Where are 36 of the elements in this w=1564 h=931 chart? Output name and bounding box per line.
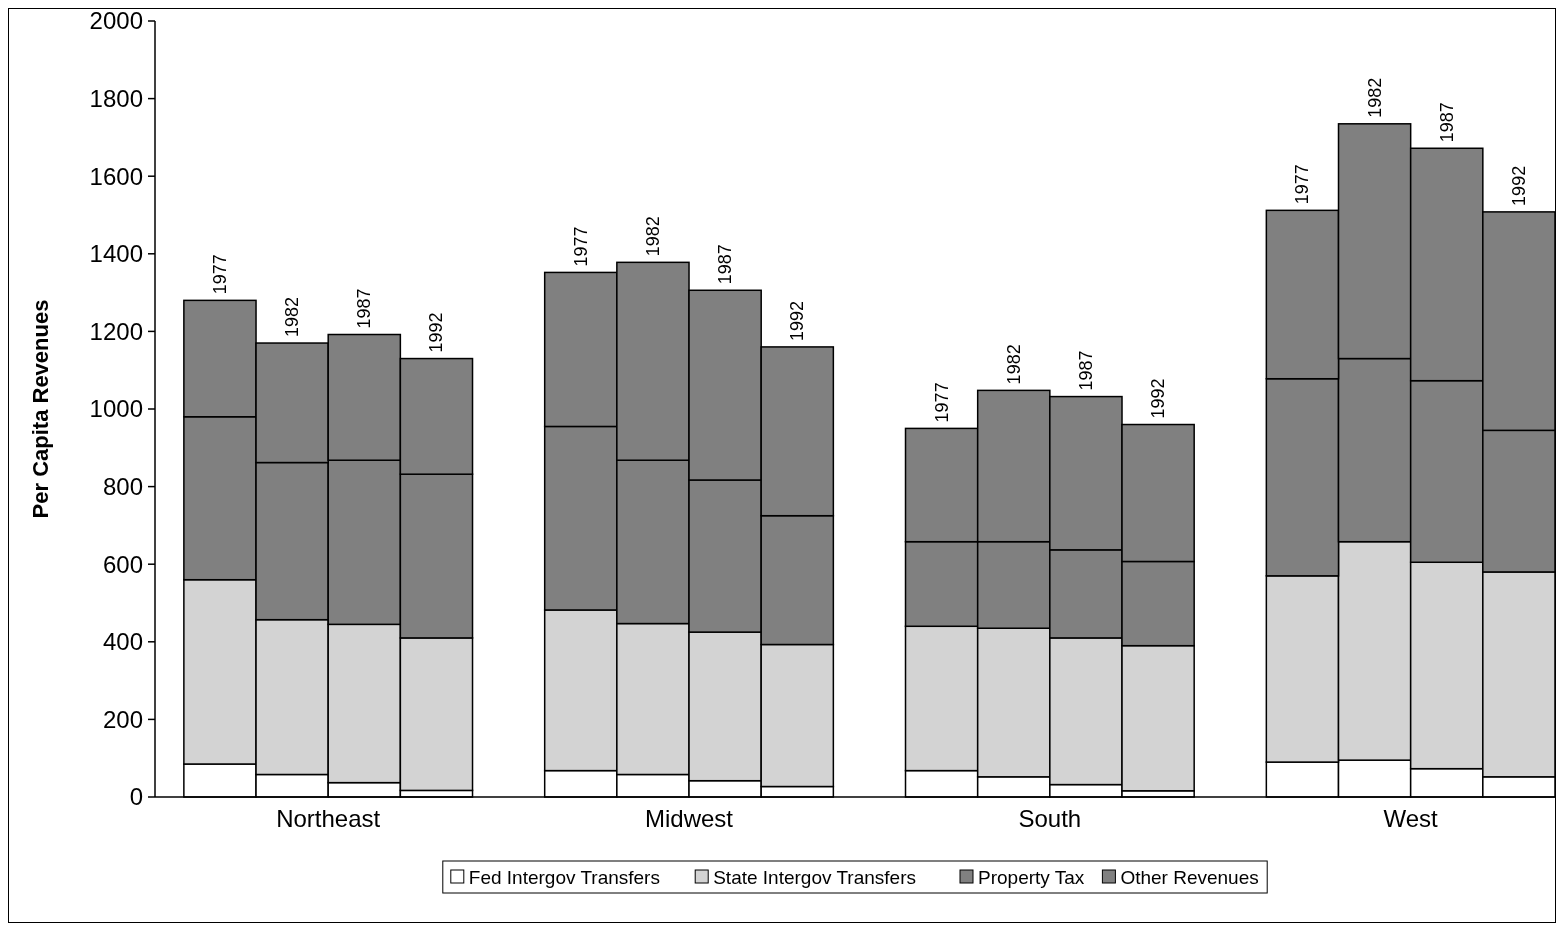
text: Midwest bbox=[645, 805, 734, 832]
y-tick-label: 1000 bbox=[89, 395, 143, 423]
legend-label: Property Tax bbox=[978, 866, 1085, 888]
annotation: 1977 bbox=[570, 226, 591, 267]
y-tick-label: 1800 bbox=[89, 85, 143, 112]
legend-label: Other Revenues bbox=[1120, 866, 1259, 888]
y-tick-label: 200 bbox=[102, 705, 143, 733]
y-tick-label: 1600 bbox=[89, 162, 143, 190]
annotation: 1987 bbox=[1436, 102, 1457, 143]
annotation: 1982 bbox=[642, 216, 663, 257]
annotation: 1977 bbox=[1292, 164, 1313, 205]
annotation: 1982 bbox=[1003, 344, 1024, 385]
annotation: 1987 bbox=[715, 244, 736, 285]
annotation: 1977 bbox=[931, 382, 952, 423]
y-tick-label: 0 bbox=[129, 783, 143, 811]
y-tick-label: 400 bbox=[102, 628, 143, 656]
y-tick-label: 2000 bbox=[89, 7, 143, 35]
annotation: 1977 bbox=[209, 254, 230, 295]
annotation: 1987 bbox=[354, 288, 375, 329]
legend-label: Fed Intergov Transfers bbox=[468, 866, 660, 888]
annotation: 1982 bbox=[282, 296, 303, 338]
y-axis-title: Per Capita Revenues bbox=[28, 299, 53, 519]
annotation: 1992 bbox=[426, 312, 447, 353]
annotation: 1992 bbox=[787, 300, 808, 341]
text: Northeast bbox=[276, 805, 381, 832]
y-tick-label: 600 bbox=[102, 550, 143, 578]
legend-label: State Intergov Transfers bbox=[713, 866, 916, 888]
annotation: 1982 bbox=[1364, 77, 1385, 118]
text: West bbox=[1383, 805, 1439, 832]
annotation: 1992 bbox=[1508, 165, 1529, 206]
y-tick-label: 1200 bbox=[89, 317, 143, 345]
annotation: 1992 bbox=[1148, 378, 1169, 419]
y-tick-label: 1400 bbox=[89, 240, 143, 268]
text: South bbox=[1018, 805, 1082, 832]
annotation: 1987 bbox=[1075, 350, 1096, 391]
y-tick-label: 800 bbox=[102, 473, 143, 500]
